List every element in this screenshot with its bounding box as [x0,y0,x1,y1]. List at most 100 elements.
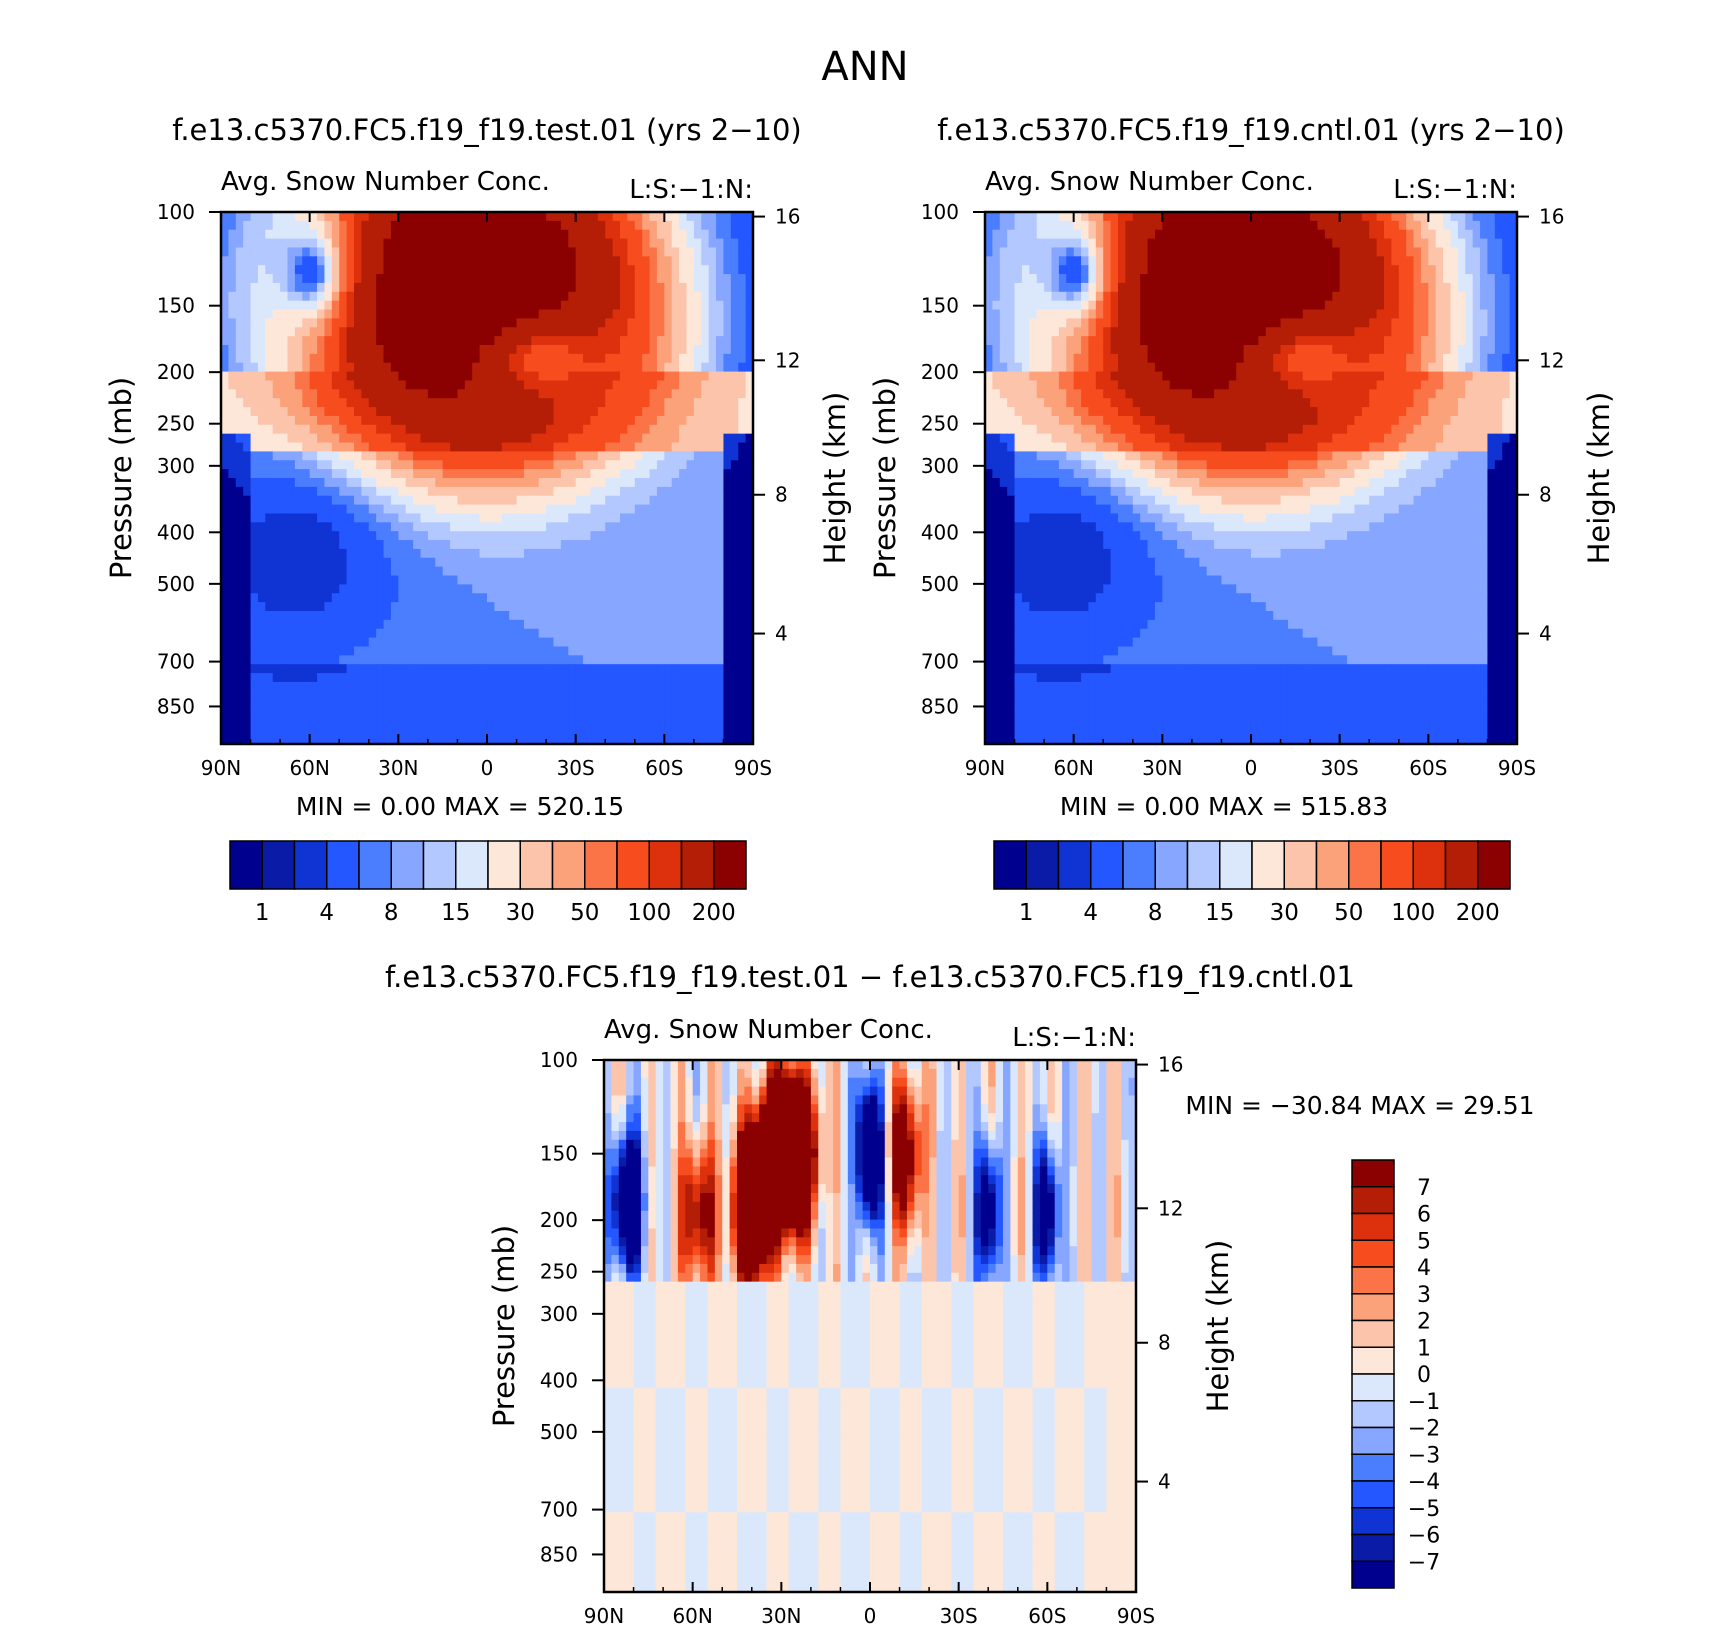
colorbar-label: 15 [1205,900,1234,926]
y-tick-label: 200 [540,1208,578,1232]
colorbar-box [993,840,1027,890]
y-tick-label: 700 [157,650,195,674]
colorbar-box [1351,1507,1395,1536]
x-tick-label: 90S [1117,1604,1155,1626]
colorbar-box [390,840,425,890]
colorbar-box [1351,1533,1395,1562]
colorbar-label: 30 [506,900,535,926]
colorbar-label: 200 [692,900,736,926]
colorbar-box [261,840,296,890]
y2-tick-label: 16 [775,205,800,229]
colorbar-box [616,840,650,890]
x-tick-label: 60N [672,1604,712,1626]
colorbar-box [487,840,521,890]
contour-field [985,212,1518,745]
colorbar-box [713,840,747,890]
y2-tick-label: 8 [1158,1331,1171,1355]
colorbar-label: 50 [570,900,599,926]
colorbar-label: 4 [319,900,334,926]
colorbar-box [1219,840,1253,890]
colorbar-box [1351,1319,1395,1348]
colorbar-box [1283,840,1318,890]
colorbar-label: 1 [255,900,270,926]
x-tick-label: 60N [289,756,329,780]
y2-tick-label: 4 [1158,1470,1171,1494]
contour-field [221,212,754,745]
y-tick-label: 700 [921,650,959,674]
contour-field [604,1060,1137,1593]
panel-3: Avg. Snow Number Conc. L:S:−1:N: 90N 60N 30N… [487,1015,1535,1626]
colorbar-box [358,840,392,890]
colorbar-label: 50 [1334,900,1363,926]
colorbar-box [1090,840,1124,890]
colorbar-label: 4 [1417,1256,1431,1281]
colorbar-box [326,840,360,890]
colorbar-box [551,840,586,890]
colorbar-box [584,840,618,890]
colorbar-label: −2 [1408,1417,1440,1442]
colorbar-box [1348,840,1382,890]
colorbar-label: −6 [1408,1524,1440,1549]
y2-axis-label: Height (km) [1201,1240,1235,1413]
colorbar: 1 4 8 15 30 50 100 200 [229,840,747,926]
y-axis-label: Pressure (mb) [104,377,138,579]
y-tick-label: 300 [921,454,959,478]
colorbar-label: 5 [1417,1229,1431,1254]
x-tick-label: 90S [1498,756,1536,780]
y-tick-label: 150 [157,294,195,318]
difference-title: f.e13.c5370.FC5.f19_f19.test.01 − f.e13.… [385,960,1355,994]
colorbar-label: 100 [627,900,671,926]
x-tick-label: 0 [481,756,494,780]
colorbar: 1 4 8 15 30 50 100 200 [993,840,1511,926]
panel-subtitle: Avg. Snow Number Conc. [985,167,1314,197]
colorbar-box [1351,1293,1395,1322]
y2-tick-label: 12 [1158,1196,1183,1220]
x-tick-label: 60S [1409,756,1447,780]
panel-subtitle: Avg. Snow Number Conc. [604,1015,933,1045]
colorbar-box [1351,1159,1395,1188]
colorbar-box [1025,840,1060,890]
x-tick-label: 30N [761,1604,801,1626]
colorbar-box [455,840,489,890]
colorbar-box [1351,1186,1395,1215]
colorbar-box [1351,1373,1395,1402]
y2-axis-label: Height (km) [1582,392,1616,565]
y-tick-label: 300 [540,1302,578,1326]
y-tick-label: 250 [540,1260,578,1284]
colorbar-label: −3 [1408,1443,1440,1468]
y-tick-label: 150 [540,1142,578,1166]
y-tick-label: 200 [157,360,195,384]
panel-2: f.e13.c5370.FC5.f19_f19.cntl.01 (yrs 2−1… [868,113,1616,926]
panel-title: f.e13.c5370.FC5.f19_f19.cntl.01 (yrs 2−1… [937,113,1565,147]
panel-units: L:S:−1:N: [1393,175,1517,205]
colorbar-box [1154,840,1189,890]
colorbar-label: 0 [1417,1363,1431,1388]
colorbar-box [1351,1453,1395,1482]
y2-axis-label: Height (km) [818,392,852,565]
y-tick-label: 500 [921,572,959,596]
colorbar-label: 1 [1019,900,1034,926]
y-tick-label: 250 [921,412,959,436]
x-tick-label: 30S [557,756,595,780]
y-tick-label: 150 [921,294,959,318]
colorbar-box [648,840,683,890]
colorbar-label: 30 [1270,900,1299,926]
colorbar-label: −5 [1408,1497,1440,1522]
colorbar-box [1351,1346,1395,1375]
colorbar-box [1444,840,1479,890]
y-tick-label: 200 [921,360,959,384]
colorbar-label: −4 [1408,1470,1440,1495]
colorbar-label: −7 [1408,1550,1440,1575]
colorbar-box [293,840,328,890]
y-tick-label: 400 [157,520,195,544]
colorbar-box [1351,1560,1395,1589]
y-tick-label: 100 [540,1048,578,1072]
x-tick-label: 60S [1028,1604,1066,1626]
panel-1: f.e13.c5370.FC5.f19_f19.test.01 (yrs 2−1… [104,113,852,926]
x-tick-label: 0 [1245,756,1258,780]
colorbar-box [1477,840,1511,890]
y2-tick-label: 16 [1539,205,1564,229]
colorbar-box [680,840,715,890]
